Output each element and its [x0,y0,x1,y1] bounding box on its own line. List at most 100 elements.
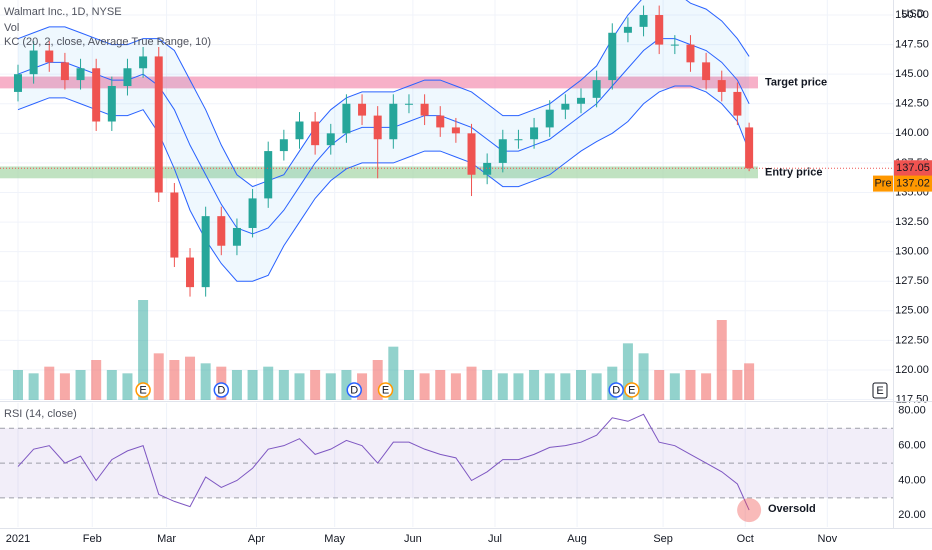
price-tick-label: 125.00 [895,305,929,317]
candle-body [745,127,754,169]
candle-body [436,115,445,128]
volume-bar [685,370,696,400]
candle-body [639,15,648,27]
time-tick-label: Jul [488,533,502,545]
candle-body [670,44,679,46]
volume-bar [357,373,368,400]
candle-body [139,56,148,69]
time-tick-label: Aug [567,533,587,545]
candle-body [514,139,523,141]
oversold-marker [737,498,762,523]
last-price-label: 137.05 [896,162,930,174]
event-marker[interactable] [624,382,640,398]
volume-bar [247,370,258,400]
event-marker[interactable] [377,382,394,398]
event-label: E [139,384,146,396]
price-tick-label: 145.00 [895,68,929,80]
event-marker[interactable] [608,382,624,398]
candle-body [404,103,413,105]
price-tick-label: 147.50 [895,39,929,51]
volume-bar [716,320,727,400]
rsi-tick-label: 80.00 [898,405,926,417]
volume-bar [12,370,23,400]
time-tick-label: Oct [737,533,754,545]
volume-bar [388,346,399,400]
price-tick-label: 120.00 [895,364,929,376]
kc-lower [17,85,750,282]
event-marker[interactable] [135,382,151,398]
volume-bar [560,373,571,400]
candle-body [45,50,54,63]
volume-bar [638,353,649,400]
price-zone [0,76,758,89]
candle-body [373,115,382,140]
rsi-legend: RSI (14, close) [4,408,77,420]
volume-bar [544,373,555,400]
oversold-label: Oversold [768,503,816,515]
volume-bar [106,370,117,400]
currency: USD [901,8,924,20]
time-tick-label: Mar [157,533,176,545]
candle-body [358,103,367,116]
pre-market-price: 137.02 [896,177,930,189]
rsi-tick-label: 40.00 [898,474,926,486]
candle-body [201,216,210,288]
volume-bar [497,373,508,400]
event-label: E [382,384,389,396]
kc-fill [17,0,750,282]
events-badge[interactable] [872,382,888,399]
candle-body [264,151,273,199]
volume-bar [91,360,102,400]
candle-body [170,192,179,258]
kc-upper [17,0,750,188]
event-marker[interactable] [213,382,230,398]
candle-body [123,68,132,87]
events-badge-label: E [876,385,883,397]
price-tick-label: 117.50 [896,393,929,405]
candle-body [92,68,101,122]
volume-bar [138,300,149,400]
candle-body [467,133,476,175]
volume-bar [466,366,477,400]
volume-bar [732,370,743,400]
candle-body [186,257,195,288]
volume-bar [654,370,665,400]
pre-market-text: Pre [874,177,891,189]
time-tick-label: Jun [404,533,422,545]
volume-bar [278,370,289,400]
volume-bar [744,363,755,400]
volume-bar [263,366,274,400]
candle-body [733,91,742,116]
volume-bar [575,370,586,400]
rsi-line [17,413,750,511]
pre-market-box [894,175,932,192]
candle-body [717,80,726,92]
volume-bar [513,373,524,400]
candle-body [498,139,507,163]
price-tick-label: 130.00 [895,246,929,258]
event-label: D [217,384,225,396]
price-tick-label: 127.50 [895,275,929,287]
candle-body [545,109,554,128]
time-tick-label: Feb [83,533,102,545]
candle-body [311,121,320,146]
time-tick-label: Sep [653,533,673,545]
candle-body [530,127,539,140]
event-marker[interactable] [346,382,362,398]
candle-body [702,62,711,81]
last-price-box [894,160,932,177]
volume-bar [185,356,196,400]
candle-body [76,68,85,81]
event-label: E [628,384,635,396]
candle-body [232,227,241,246]
pre-market-tag [873,175,894,192]
volume-bar [44,366,55,400]
candle-body [248,198,257,228]
volume-bar [669,373,680,400]
price-tick-label: 140.00 [895,127,929,139]
candle-body [217,216,226,246]
candle-body [623,26,632,33]
volume-bar [122,373,133,400]
volume-bar [529,370,540,400]
